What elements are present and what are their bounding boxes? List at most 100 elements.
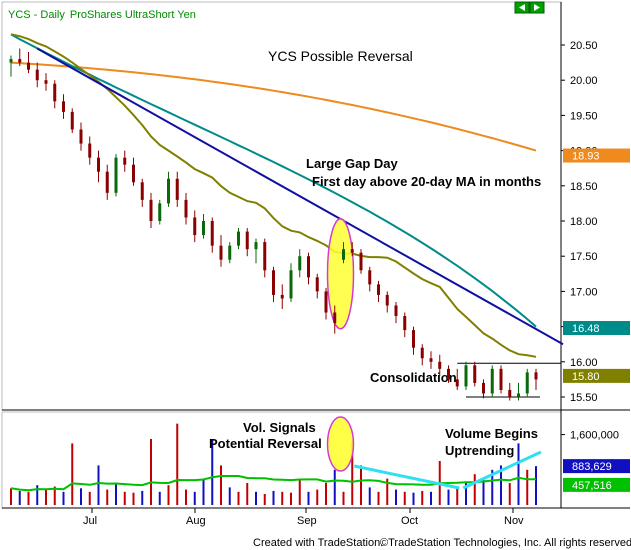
volume-value-box <box>563 477 630 492</box>
price-bar-body <box>88 143 92 158</box>
ma200-line <box>10 61 537 152</box>
price-bar-body <box>464 365 468 387</box>
price-bar-body <box>298 256 302 271</box>
price-bar-body <box>184 199 188 218</box>
price-bar-body <box>412 330 415 348</box>
price-bar-body <box>517 393 520 397</box>
price-bar-body <box>342 249 345 260</box>
price-tick-label: 16.00 <box>570 357 598 369</box>
price-bar-body <box>394 305 398 317</box>
price-bar-body <box>333 312 337 324</box>
price-bar-body <box>149 199 153 221</box>
price-value-box <box>563 148 630 163</box>
footer-created-with: Created with TradeStation. <box>253 537 383 549</box>
price-tick-label: 20.50 <box>570 40 598 52</box>
price-bar-body <box>307 256 310 278</box>
time-tick-label: Oct <box>401 515 418 527</box>
price-bar-body <box>289 270 293 299</box>
price-value-label: 16.48 <box>572 323 600 335</box>
price-bar-body <box>237 231 240 246</box>
gap-day-highlight <box>326 218 355 330</box>
price-value-box <box>563 368 630 383</box>
volume-tick-label: 1,600,000 <box>570 430 619 442</box>
price-bar-body <box>219 245 223 260</box>
volume-spike-highlight <box>326 416 355 472</box>
price-bar-body <box>62 101 65 112</box>
price-tick-label: 17.50 <box>570 251 598 263</box>
price-bar-body <box>359 252 363 271</box>
price-bar-body <box>324 291 328 313</box>
volume-downtrend-line <box>353 464 460 490</box>
price-bar-body <box>385 294 389 306</box>
price-bar-body <box>132 164 135 183</box>
price-bar-body <box>368 270 372 285</box>
price-bar-body <box>175 178 179 200</box>
downtrend-line <box>36 47 564 346</box>
price-bar-body <box>210 221 214 246</box>
price-bar-body <box>18 59 22 63</box>
arrow-left-icon <box>519 4 525 11</box>
value-labels: 18.93 16.48 15.80 883,629 457,516 <box>563 148 630 492</box>
price-bar-body <box>438 361 442 369</box>
price-bar-body <box>263 242 267 271</box>
annotation-gap-title: Large Gap Day <box>306 156 399 171</box>
price-bar-body <box>254 242 258 250</box>
time-tick-label: Nov <box>504 515 524 527</box>
price-bar-body <box>525 372 529 394</box>
price-bar-body <box>27 62 30 70</box>
price-tick-label: 20.00 <box>570 75 598 87</box>
price-bar-body <box>429 358 433 362</box>
price-bar-body <box>35 69 39 81</box>
volume-value-box <box>563 459 630 474</box>
price-bar-body <box>53 83 57 102</box>
price-bar-body <box>473 365 477 383</box>
ma50-line <box>10 33 537 328</box>
volume-value-label: 457,516 <box>572 480 612 492</box>
volume-overlays <box>10 416 542 492</box>
price-value-label: 15.80 <box>572 371 600 383</box>
price-bar-body <box>70 111 74 130</box>
volume-bars: 1,600,000 <box>10 423 619 505</box>
arrow-right-icon <box>534 4 540 11</box>
price-tick-label: 17.00 <box>570 286 598 298</box>
time-tick-label: Sep <box>297 515 317 527</box>
price-bar-body <box>97 157 100 172</box>
annotation-consolidation: Consolidation <box>370 370 457 385</box>
price-bar-body <box>482 382 485 394</box>
price-bar-body <box>499 368 503 390</box>
price-bar-body <box>79 129 83 144</box>
price-bar-body <box>350 249 354 253</box>
annotation-gap-subtitle: First day above 20-day MA in months <box>312 174 541 189</box>
price-bar-body <box>228 245 232 260</box>
price-bar-body <box>447 368 450 380</box>
price-tick-label: 19.50 <box>570 110 598 122</box>
price-bar-body <box>245 231 249 250</box>
annotation-volume-begins: Volume Begins <box>445 426 538 441</box>
chart-title: YCS Possible Reversal <box>268 48 413 64</box>
chart-symbol-header: YCS - Daily ProShares UltraShort Yen <box>8 9 196 21</box>
price-bar-body <box>272 270 275 295</box>
annotation-vol-signals: Vol. Signals <box>243 420 316 435</box>
price-bar-body <box>455 379 459 387</box>
price-bar-body <box>140 182 144 200</box>
price-bar-body <box>123 157 127 165</box>
price-tick-label: 15.50 <box>570 392 598 404</box>
price-tick-label: 18.50 <box>570 181 598 193</box>
time-tick-label: Aug <box>186 515 206 527</box>
price-value-label: 18.93 <box>572 151 600 163</box>
price-tick-label: 18.00 <box>570 216 598 228</box>
price-bar-body <box>403 316 407 331</box>
toolbar-arrows[interactable] <box>514 1 545 14</box>
price-bar-body <box>420 347 424 359</box>
price-bar-body <box>44 80 48 84</box>
volume-uptrend-line <box>462 450 542 490</box>
volume-value-label: 883,629 <box>572 461 612 473</box>
price-bar-body <box>280 294 284 299</box>
annotation-uptrending: Uptrending <box>445 443 514 458</box>
chart-overlays <box>10 33 564 398</box>
price-bar-body <box>508 389 512 397</box>
footer-copyright: ©TradeStation Technologies, Inc. All rig… <box>380 537 631 549</box>
price-bar-body <box>114 157 118 193</box>
price-bar-body <box>193 217 197 236</box>
